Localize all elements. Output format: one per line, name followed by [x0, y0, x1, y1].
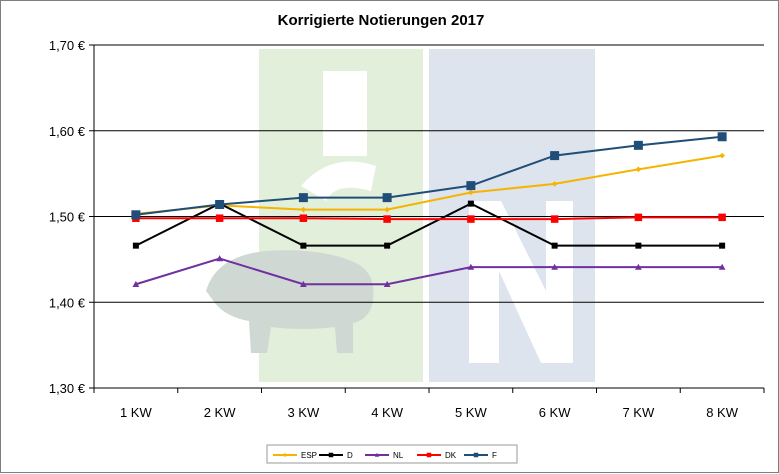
data-point-f [382, 193, 392, 203]
data-point-nl [132, 280, 140, 287]
watermark-letter-i [323, 71, 367, 156]
data-point-d [719, 242, 726, 249]
data-point-dk [634, 213, 643, 222]
data-point-esp [384, 206, 390, 213]
data-point-esp [300, 206, 307, 213]
data-point-dk [467, 215, 475, 223]
data-point-dk [383, 215, 391, 223]
data-point-esp [551, 181, 558, 187]
y-tick-labels: 1,30 € 1,40 € 1,50 € 1,60 € 1,70 € [49, 38, 86, 396]
gridlines [89, 44, 764, 389]
legend-label-nl: NL [393, 451, 404, 460]
data-point-dk [718, 213, 726, 222]
data-point-f [717, 132, 727, 142]
series-line-f [135, 135, 723, 216]
legend-label-f: F [492, 451, 497, 460]
legend-swatch-marker [282, 452, 288, 458]
data-point-d [132, 242, 139, 249]
legend-label-dk: DK [445, 451, 457, 460]
data-point-f [550, 151, 560, 161]
data-point-d [635, 242, 642, 249]
data-point-nl [216, 255, 223, 262]
series-line-nl [135, 257, 723, 286]
data-point-d [384, 242, 391, 249]
legend-swatch-marker [473, 452, 479, 458]
series-f [131, 132, 727, 220]
legend-box [266, 444, 518, 464]
series-line-d [135, 202, 723, 247]
x-tick-label: 3 KW [287, 405, 320, 420]
chart-title: Korrigierte Notierungen 2017 [278, 12, 485, 29]
legend-label-d: D [347, 451, 353, 460]
series-nl [132, 255, 726, 287]
data-point-esp [719, 152, 725, 159]
data-point-d [300, 242, 307, 249]
y-tick-label: 1,50 € [49, 210, 86, 225]
data-point-dk [550, 215, 559, 223]
axes [93, 45, 765, 393]
x-tick-label: 2 KW [204, 405, 237, 420]
x-tick-label: 7 KW [622, 405, 655, 420]
data-point-d [467, 200, 474, 207]
data-point-d [551, 242, 558, 249]
y-tick-label: 1,30 € [49, 381, 86, 396]
x-tick-label: 1 KW [120, 405, 153, 420]
series-line-esp [135, 154, 723, 215]
x-tick-label: 6 KW [539, 405, 572, 420]
legend-swatch-marker [328, 452, 334, 458]
data-point-dk [299, 214, 308, 222]
series-lines [131, 132, 727, 287]
data-point-esp [635, 166, 642, 173]
series-line-dk [135, 216, 723, 221]
data-point-nl [635, 263, 642, 270]
y-tick-label: 1,60 € [49, 124, 86, 139]
data-point-nl [718, 263, 726, 270]
y-tick-label: 1,40 € [49, 295, 86, 310]
x-tick-label: 4 KW [371, 405, 404, 420]
watermark-letter-s [301, 161, 376, 201]
legend-label-esp: ESP [301, 451, 317, 460]
data-point-dk [215, 214, 224, 222]
watermark-pig-silhouette [206, 250, 374, 353]
watermark-logo [206, 49, 595, 382]
data-point-f [466, 181, 476, 191]
data-point-f [298, 193, 308, 203]
data-point-nl [383, 280, 391, 287]
y-tick-label: 1,70 € [49, 38, 86, 53]
data-point-nl [467, 263, 475, 270]
data-point-nl [551, 263, 558, 270]
data-point-esp [468, 189, 474, 196]
data-point-f [633, 140, 643, 150]
data-point-f [131, 210, 141, 220]
x-tick-labels: 1 KW 2 KW 3 KW 4 KW 5 KW 6 KW 7 KW 8 KW [120, 405, 739, 420]
x-tick-label: 5 KW [455, 405, 488, 420]
legend: ESP D NL DK F [266, 444, 518, 464]
legend-swatch-marker [426, 452, 432, 458]
legend-swatch-marker [374, 452, 380, 457]
data-point-nl [300, 280, 307, 287]
x-tick-label: 8 KW [706, 405, 739, 420]
data-point-f [215, 199, 225, 209]
